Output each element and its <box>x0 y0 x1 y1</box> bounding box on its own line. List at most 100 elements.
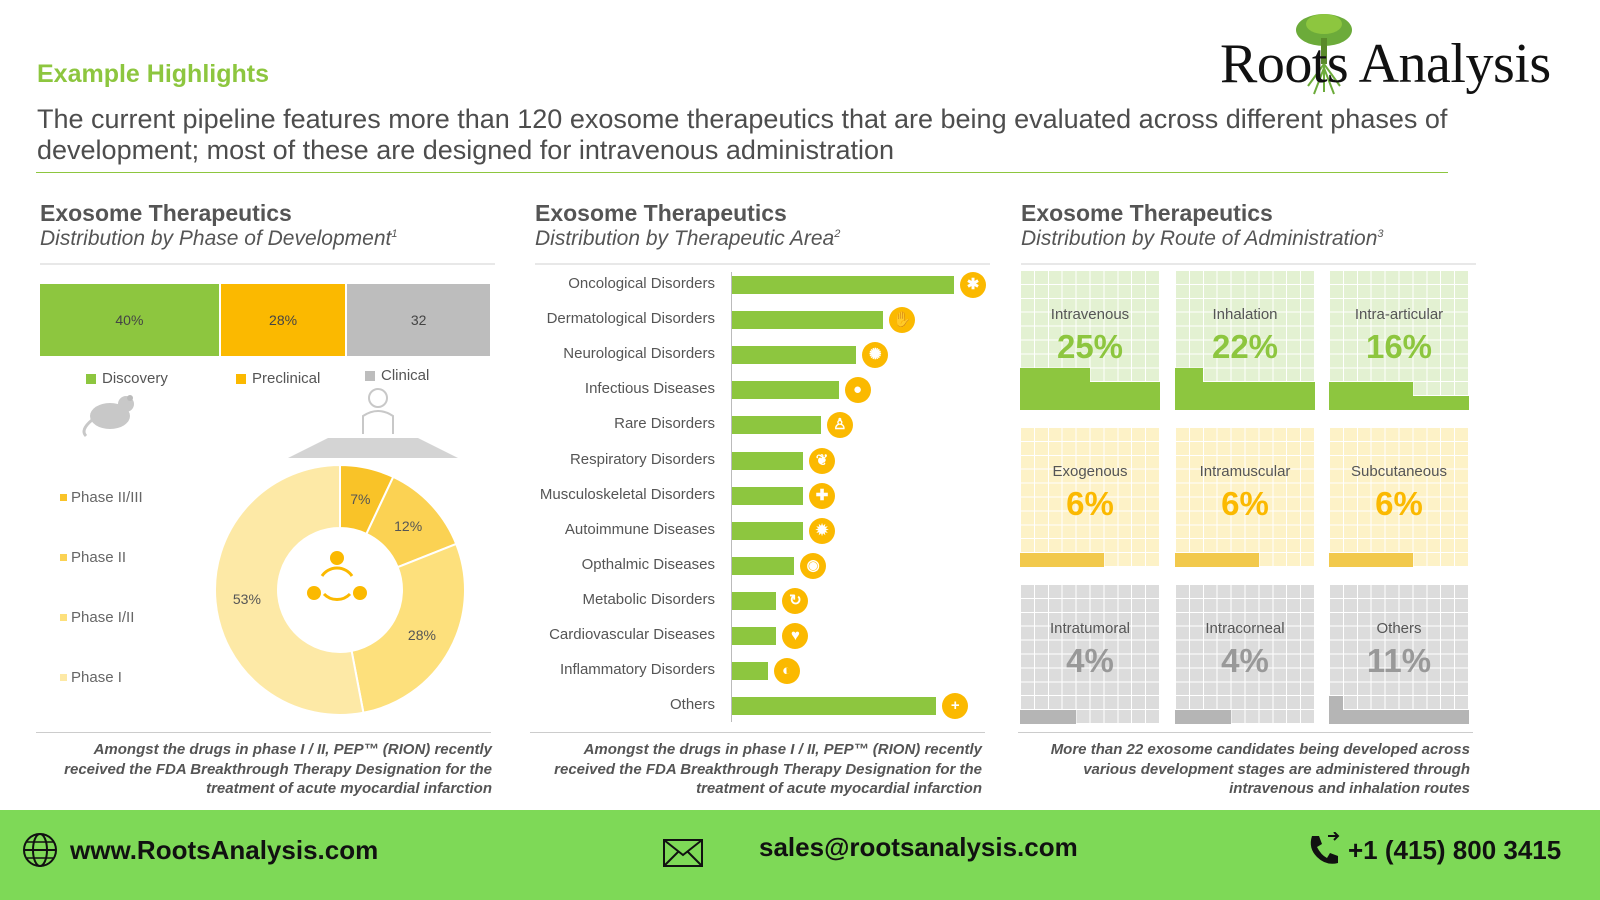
tile-fill <box>1329 696 1469 724</box>
tile-fill <box>1329 553 1469 567</box>
phone-icon <box>1310 832 1340 864</box>
phase-stacked-bar: 40% 28% 32 <box>40 284 492 356</box>
tile-label: Intravenous <box>1050 306 1130 323</box>
tile-value: 6% <box>1066 485 1114 522</box>
tile-value: 6% <box>1221 485 1269 522</box>
tile-fill <box>1175 368 1315 410</box>
bar-category-label: Autoimmune Diseases <box>564 520 715 538</box>
tile-label: Exogenous <box>1052 463 1128 480</box>
panel-note: Amongst the drugs in phase I / II, PEP™ … <box>554 741 982 797</box>
legend-swatch <box>60 674 67 681</box>
page-kicker: Example Highlights <box>37 60 269 88</box>
bar <box>732 521 804 540</box>
heart-icon: ♥ <box>782 623 809 649</box>
donut-label: 53% <box>233 591 261 607</box>
donut-legend-item: Phase II <box>60 549 126 566</box>
plus-icon: + <box>942 693 969 720</box>
panel-divider <box>1018 732 1473 733</box>
tile-value: 4% <box>1066 642 1114 679</box>
tile-fill <box>1020 368 1160 410</box>
bar-category-label: Metabolic Disorders <box>582 590 715 608</box>
bar <box>732 346 857 365</box>
tile-label: Intratumoral <box>1049 620 1131 637</box>
tile-label: Intracorneal <box>1205 620 1285 637</box>
donut-label: 7% <box>350 491 370 507</box>
bar <box>732 697 937 716</box>
tile-fill <box>1020 710 1160 724</box>
tile-value: 11% <box>1366 642 1432 679</box>
tile-value: 22% <box>1211 328 1279 365</box>
legend-swatch <box>236 373 246 384</box>
email-link[interactable]: sales@rootsanalysis.com <box>759 832 1078 862</box>
legend-clinical: Clinical <box>365 367 429 384</box>
tile-value: 16% <box>1365 328 1433 365</box>
route-tile: Intratumoral 4% <box>1020 584 1160 724</box>
legend-preclinical: Preclinical <box>236 370 320 387</box>
panel-divider <box>36 732 491 733</box>
tile-label: Subcutaneous <box>1351 463 1447 480</box>
roots-analysis-logo: Roots Analysis <box>1216 8 1596 100</box>
bar <box>732 276 954 294</box>
logo-wordmark: Roots Analysis <box>1220 33 1551 95</box>
virus-icon: ✹ <box>809 517 836 544</box>
bar <box>732 627 777 645</box>
hand-icon: ✋ <box>888 307 915 334</box>
donut-legend-item: Phase I <box>60 669 122 686</box>
tile-fill <box>1020 553 1160 567</box>
person-icon: ♙ <box>826 412 853 439</box>
route-tile: Intramuscular 6% <box>1175 427 1315 567</box>
panel-subtitle: Distribution by Route of Administration3 <box>1021 227 1384 250</box>
tile-value: 4% <box>1221 642 1269 679</box>
legend-swatch <box>60 554 67 561</box>
tile-label: Inhalation <box>1212 306 1278 323</box>
bone-icon: ✚ <box>809 482 836 509</box>
tile-label: Others <box>1376 620 1422 637</box>
eye-icon: ◉ <box>800 552 827 579</box>
tile-fill <box>1175 710 1315 724</box>
donut-label: 28% <box>408 627 436 643</box>
panel-note: More than 22 exosome candidates being de… <box>1050 741 1470 797</box>
route-tile: Intravenous 25% <box>1020 270 1160 410</box>
phase-donut-chart: 7% 12% 28% 53% <box>214 463 466 716</box>
panel-title: Exosome Therapeutics <box>535 200 787 226</box>
stack-segment-clinical: 32 <box>347 284 490 356</box>
legend-swatch <box>86 373 96 384</box>
tile-value: 25% <box>1056 328 1124 365</box>
phone-number[interactable]: +1 (415) 800 3415 <box>1348 835 1562 865</box>
tree-icon <box>1296 14 1352 95</box>
donut-slice <box>350 542 466 714</box>
route-tile: Intra-articular 16% <box>1329 270 1469 410</box>
tile-fill <box>1175 553 1315 567</box>
panel-phase: Exosome Therapeutics Distribution by Pha… <box>40 200 495 265</box>
panel-subtitle: Distribution by Therapeutic Area2 <box>535 227 841 250</box>
cycle-icon: ↻ <box>782 587 809 614</box>
bar <box>732 451 804 470</box>
bar-category-label: Inflammatory Disorders <box>559 661 715 679</box>
panel-route: Exosome Therapeutics Distribution by Rou… <box>1021 200 1476 265</box>
panel-title: Exosome Therapeutics <box>1021 200 1273 226</box>
bar-category-label: Infectious Diseases <box>584 380 715 398</box>
lungs-icon: ❦ <box>809 447 836 474</box>
tile-fill <box>1329 382 1469 410</box>
bar <box>732 662 768 681</box>
cycle-icon <box>307 551 367 601</box>
route-tile: Others 11% <box>1329 584 1469 724</box>
dna-icon: ✱ <box>960 272 986 298</box>
donut-legend-item: Phase I/II <box>60 609 134 626</box>
head-icon: ● <box>844 377 871 404</box>
donut-legend-item: Phase II/III <box>60 489 143 506</box>
website-link[interactable]: www.RootsAnalysis.com <box>70 835 379 865</box>
bar-category-label: Opthalmic Diseases <box>581 555 715 573</box>
route-tile: Subcutaneous 6% <box>1329 427 1469 567</box>
bar-category-label: Cardiovascular Diseases <box>549 626 715 643</box>
mouse-icon <box>82 395 134 438</box>
panel-divider <box>530 732 985 733</box>
bar <box>732 591 777 610</box>
brain-icon: ✺ <box>862 342 889 369</box>
bar <box>732 381 839 400</box>
panel-title: Exosome Therapeutics <box>40 200 292 226</box>
bar-category-label: Rare Disorders <box>614 415 715 433</box>
funnel-connector <box>288 438 458 458</box>
header-divider <box>36 172 1448 173</box>
legend-swatch <box>60 494 67 501</box>
